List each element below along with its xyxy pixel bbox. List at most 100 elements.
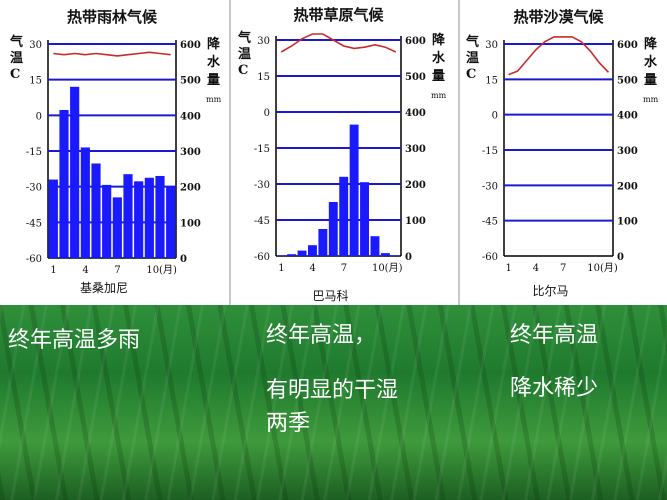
precip-bar <box>276 255 286 256</box>
precip-axis-label-char: 降 <box>644 36 658 52</box>
station-name: 巴马科 <box>312 289 348 303</box>
caption-savanna-line1: 终年高温， <box>266 323 377 348</box>
month-tick-label: 7 <box>341 263 347 274</box>
chart-title: 热带草原气候 <box>293 6 384 24</box>
temp-tick-label: -45 <box>482 217 498 228</box>
precip-bar <box>166 186 176 258</box>
precip-bar <box>80 147 90 258</box>
precip-bar <box>339 176 349 256</box>
temp-tick-label: 30 <box>29 40 42 51</box>
temp-axis-label-char: 气 <box>238 30 251 46</box>
month-tick-label: 10(月) <box>146 264 177 276</box>
chart-title: 热带雨林气候 <box>67 8 158 26</box>
caption-savanna-line3: 两季 <box>266 411 311 436</box>
precip-tick-label: 200 <box>180 183 201 194</box>
temp-tick-label: -30 <box>26 183 42 194</box>
precip-bar <box>287 254 297 256</box>
precip-unit-label: mm <box>206 95 222 104</box>
temp-tick-label: -30 <box>254 180 270 191</box>
temp-tick-label: -30 <box>482 181 498 192</box>
precip-bar <box>328 202 338 256</box>
precip-bar <box>48 179 58 258</box>
temp-tick-label: 0 <box>36 111 42 122</box>
temp-tick-label: -15 <box>26 147 42 158</box>
precip-tick-label: 400 <box>405 108 426 119</box>
temp-tick-label: -60 <box>254 252 270 263</box>
temp-tick-label: -45 <box>26 218 42 229</box>
precip-axis-label-char: 降 <box>207 36 221 52</box>
temp-tick-label: 30 <box>485 40 498 51</box>
precip-bar <box>391 255 401 256</box>
precip-axis-label-char: 降 <box>432 32 446 48</box>
precip-tick-label: 300 <box>617 146 638 157</box>
temp-axis-label-char: 气 <box>466 34 479 50</box>
precip-axis-label-char: 水 <box>207 54 221 70</box>
precip-bar <box>360 182 369 256</box>
precip-unit-label: mm <box>431 91 447 100</box>
precip-tick-label: 0 <box>617 252 624 263</box>
temp-axis-label-char: 温 <box>466 51 479 66</box>
temperature-line <box>508 36 610 76</box>
temp-axis-label-char: 温 <box>10 51 23 66</box>
precip-tick-label: 100 <box>180 218 201 229</box>
temp-axis-label-char: C <box>238 63 248 78</box>
temp-tick-label: 15 <box>29 76 42 87</box>
temp-axis-label-char: 气 <box>10 34 23 50</box>
month-tick-label: 7 <box>114 265 120 276</box>
temp-tick-label: 0 <box>492 111 498 122</box>
precip-tick-label: 600 <box>180 40 201 51</box>
precip-tick-label: 600 <box>405 36 426 47</box>
station-name: 比尔马 <box>532 283 568 298</box>
caption-rainforest: 终年高温多雨 <box>8 328 141 353</box>
divider-left <box>229 0 231 305</box>
month-tick-label: 4 <box>309 263 315 274</box>
precip-tick-label: 400 <box>617 111 638 122</box>
precip-tick-label: 400 <box>180 111 201 122</box>
precip-tick-label: 600 <box>617 40 638 51</box>
precip-tick-label: 500 <box>405 72 426 83</box>
month-tick-label: 10(月) <box>372 262 403 274</box>
caption-area: 终年高温多雨 终年高温， 有明显的干湿 两季 终年高温 降水稀少 <box>0 305 667 500</box>
caption-desert-line2: 降水稀少 <box>510 376 599 401</box>
precip-bar <box>134 181 144 258</box>
precip-axis-label-char: 水 <box>432 50 446 66</box>
temp-axis-label-char: C <box>466 67 476 82</box>
precip-tick-label: 300 <box>405 144 426 155</box>
precip-axis-label-char: 水 <box>644 54 658 70</box>
precip-bar <box>91 163 101 258</box>
temp-tick-label: -60 <box>482 252 498 263</box>
precip-bar <box>349 124 359 256</box>
temp-axis-label-char: 温 <box>238 47 251 62</box>
temp-axis-label-char: C <box>10 67 20 82</box>
precip-bar <box>380 253 390 256</box>
temp-tick-label: -15 <box>482 146 498 157</box>
month-tick-label: 1 <box>50 265 56 276</box>
precip-bar <box>123 174 133 258</box>
charts-area: 热带雨林气候 30 600 15 500 0 400 -15 300 -30 200 -45 100 -6… <box>10 0 659 305</box>
precip-bar <box>308 245 317 256</box>
temp-tick-label: 15 <box>257 72 270 83</box>
month-tick-label: 4 <box>82 265 88 276</box>
precip-tick-label: 200 <box>405 180 426 191</box>
precip-bar <box>370 236 380 256</box>
precip-tick-label: 0 <box>405 252 412 263</box>
temp-tick-label: -45 <box>254 216 270 227</box>
precip-unit-label: mm <box>643 95 659 104</box>
precip-bar <box>59 109 69 258</box>
precip-bar <box>144 177 154 258</box>
precip-axis-label-char: 量 <box>644 73 657 88</box>
month-tick-label: 1 <box>506 263 512 274</box>
temp-tick-label: -60 <box>26 254 42 265</box>
temperature-line <box>53 51 171 57</box>
precip-bar <box>318 229 328 256</box>
precip-tick-label: 100 <box>617 217 638 228</box>
caption-desert-line1: 终年高温 <box>510 323 599 348</box>
precip-tick-label: 100 <box>405 216 426 227</box>
chart-title: 热带沙漠气候 <box>513 8 604 26</box>
station-name: 基桑加尼 <box>80 281 128 295</box>
temp-tick-label: 15 <box>485 75 498 86</box>
precip-bar <box>297 250 307 256</box>
precip-tick-label: 500 <box>180 76 201 87</box>
month-tick-label: 10(月) <box>587 262 618 274</box>
